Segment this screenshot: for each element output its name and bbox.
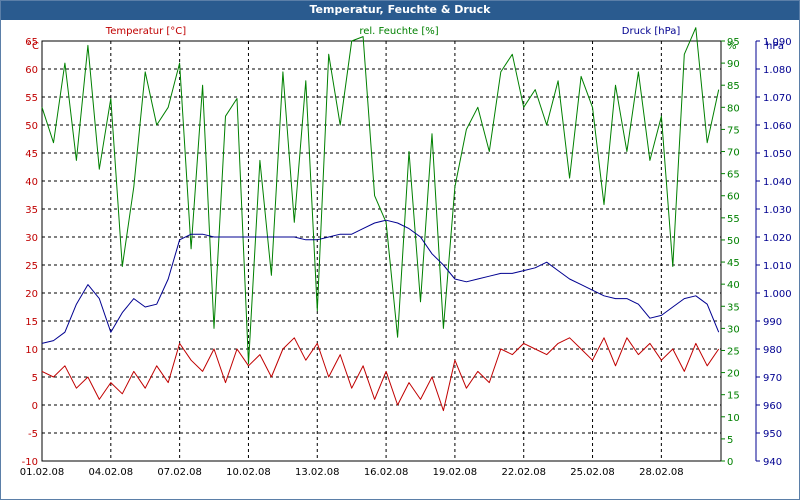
temperature-tick-label: 40 <box>25 177 38 188</box>
pressure-tick-label: 970 <box>763 373 782 384</box>
temperature-tick-label: 50 <box>25 121 38 132</box>
x-tick-label: 07.02.08 <box>157 467 202 478</box>
pressure-tick-label: 980 <box>763 345 782 356</box>
x-tick-label: 04.02.08 <box>89 467 134 478</box>
humidity-axis: 0 5 10 15 20 25 30 35 40 45 50 55 60 65 70 75 80 85 90 95 <box>721 37 740 468</box>
humidity-tick-label: 90 <box>727 59 740 70</box>
temperature-tick-label: 25 <box>25 261 38 272</box>
humidity-tick-label: 0 <box>727 457 733 468</box>
humidity-tick-label: 15 <box>727 391 740 402</box>
x-tick-label: 25.02.08 <box>570 467 615 478</box>
temperature-axis-label: Temperatur [°C] <box>105 26 186 37</box>
temperature-unit: °C <box>27 41 39 52</box>
pressure-tick-label: 990 <box>763 317 782 328</box>
pressure-tick-label: 1.040 <box>763 177 792 188</box>
pressure-tick-label: 1.070 <box>763 93 792 104</box>
humidity-tick-label: 10 <box>727 413 740 424</box>
humidity-tick-label: 50 <box>727 236 740 247</box>
humidity-tick-label: 85 <box>727 81 740 92</box>
x-tick-label: 10.02.08 <box>226 467 271 478</box>
pressure-tick-label: 1.080 <box>763 65 792 76</box>
temperature-tick-label: 20 <box>25 289 38 300</box>
series-layer <box>41 27 720 412</box>
x-tick-label: 13.02.08 <box>295 467 340 478</box>
temperature-axis: -10 -5 0 5 10 15 20 25 30 35 40 45 50 55 60 65 <box>22 37 38 468</box>
x-tick-label: 22.02.08 <box>501 467 546 478</box>
humidity-tick-label: 95 <box>727 37 740 48</box>
x-tick-label: 28.02.08 <box>639 467 684 478</box>
temperature-tick-label: 10 <box>25 345 38 356</box>
pressure-axis: 940 950 960 970 980 990 1.000 1.010 1.020 1.030 1.… <box>755 37 792 468</box>
pressure-tick-label: 1.060 <box>763 121 792 132</box>
pressure-tick-label: 1.050 <box>763 149 792 160</box>
pressure-tick-label: 1.030 <box>763 205 792 216</box>
humidity-tick-label: 55 <box>727 214 740 225</box>
humidity-tick-label: 80 <box>727 103 740 114</box>
temperature-tick-label: 15 <box>25 317 38 328</box>
temperature-tick-label: 0 <box>32 401 38 412</box>
temperature-tick-label: -5 <box>28 429 38 440</box>
temperature-series-line <box>41 337 720 412</box>
x-axis: 01.02.08 04.02.08 07.02.08 10.02.08 13.02.08… <box>20 467 684 478</box>
pressure-tick-label: 950 <box>763 429 782 440</box>
pressure-tick-label: 940 <box>763 457 782 468</box>
temperature-tick-label: 5 <box>32 373 38 384</box>
temperature-tick-label: 45 <box>25 149 38 160</box>
humidity-tick-label: 30 <box>727 324 740 335</box>
title-bar: Temperatur, Feuchte & Druck <box>1 1 799 20</box>
pressure-tick-label: 1.010 <box>763 261 792 272</box>
humidity-tick-label: 65 <box>727 170 740 181</box>
pressure-tick-label: 960 <box>763 401 782 412</box>
x-tick-label: 01.02.08 <box>20 467 65 478</box>
temperature-tick-label: 35 <box>25 205 38 216</box>
x-tick-label: 16.02.08 <box>364 467 409 478</box>
humidity-axis-label: rel. Feuchte [%] <box>359 26 438 37</box>
pressure-unit: hPa <box>766 41 784 52</box>
humidity-series-line <box>41 27 720 365</box>
temperature-tick-label: 65 <box>25 37 38 48</box>
humidity-tick-label: 5 <box>727 435 733 446</box>
x-tick-label: 19.02.08 <box>433 467 478 478</box>
plot-frame <box>41 40 722 462</box>
window-title: Temperatur, Feuchte & Druck <box>309 3 491 16</box>
pressure-axis-label: Druck [hPa] <box>622 26 681 37</box>
temperature-tick-label: 60 <box>25 65 38 76</box>
humidity-tick-label: 25 <box>727 346 740 357</box>
humidity-tick-label: 45 <box>727 258 740 269</box>
pressure-series-line <box>41 219 720 344</box>
humidity-tick-label: 20 <box>727 369 740 380</box>
humidity-tick-label: 35 <box>727 302 740 313</box>
chart-canvas: -10 -5 0 5 10 15 20 25 30 35 40 45 50 55 60 65 0 5 10 15 20… <box>20 26 792 478</box>
pressure-tick-label: 1.090 <box>763 37 792 48</box>
temperature-tick-label: -10 <box>22 457 38 468</box>
humidity-unit: % <box>727 41 737 52</box>
temperature-tick-label: 55 <box>25 93 38 104</box>
temperature-tick-label: 30 <box>25 233 38 244</box>
pressure-tick-label: 1.020 <box>763 233 792 244</box>
humidity-tick-label: 40 <box>727 280 740 291</box>
humidity-tick-label: 70 <box>727 148 740 159</box>
humidity-tick-label: 60 <box>727 192 740 203</box>
pressure-tick-label: 1.000 <box>763 289 792 300</box>
humidity-tick-label: 75 <box>727 125 740 136</box>
